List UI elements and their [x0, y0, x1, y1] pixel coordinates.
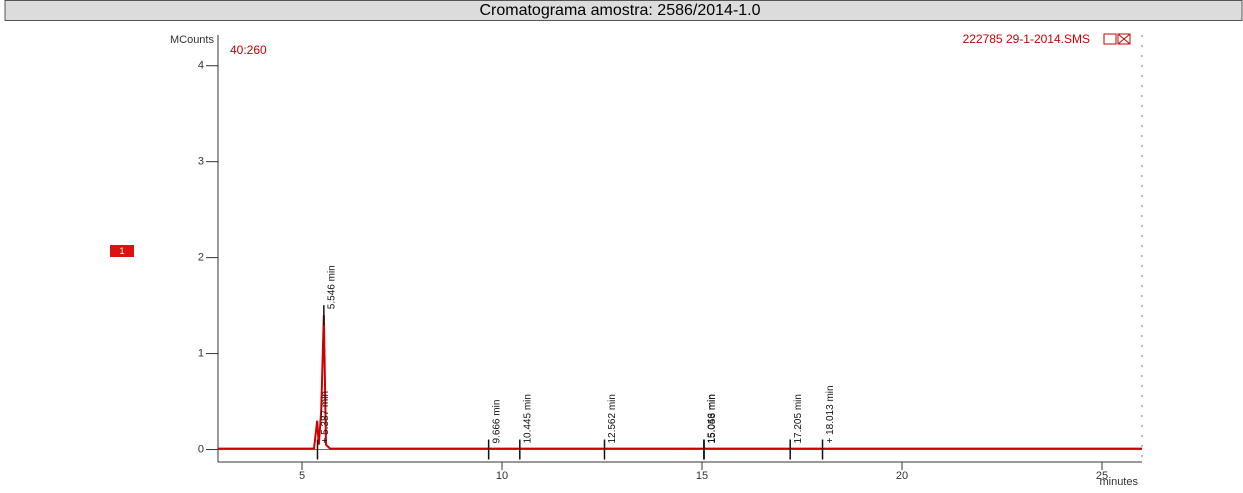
x-axis-label: minutes: [1099, 476, 1138, 488]
icon: [1103, 33, 1117, 45]
trace-marker: [110, 245, 134, 257]
y-axis-label: MCounts: [170, 34, 215, 46]
peak-label: 5.546 min: [326, 265, 337, 309]
chart-title: Cromatograma amostra: 2586/2014-1.0: [479, 2, 760, 19]
x-tick-label: 20: [896, 470, 908, 482]
x-tick-label: 5: [299, 470, 305, 482]
trace-id: 1: [119, 246, 124, 256]
trace-line: [218, 315, 1142, 450]
y-tick-label: 3: [198, 156, 204, 168]
y-tick-label: 0: [198, 443, 204, 455]
x-tick-label: 25: [1096, 470, 1108, 482]
y-tick-label: 1: [198, 347, 204, 359]
y-tick-label: 2: [198, 252, 204, 264]
peak-label: + 5.387 min: [320, 391, 331, 444]
x-tick-label: 10: [496, 470, 508, 482]
annotation: 40:260: [230, 43, 267, 57]
peak-label: 9.666 min: [491, 400, 502, 444]
icon: [1117, 33, 1131, 45]
peak-label: 15.046 min: [706, 394, 717, 443]
icon: [1117, 33, 1131, 45]
title-bar: [4, 0, 1243, 21]
annotation: 222785 29-1-2014.SMS: [963, 32, 1090, 46]
peak-label: 12.562 min: [607, 394, 618, 443]
y-tick-label: 4: [198, 60, 204, 72]
peak-label: + 18.013 min: [825, 385, 836, 443]
peak-label: 15.053 min: [707, 394, 718, 443]
peak-label: 10.445 min: [522, 394, 533, 443]
x-tick-label: 15: [696, 470, 708, 482]
peak-label: 17.205 min: [793, 394, 804, 443]
